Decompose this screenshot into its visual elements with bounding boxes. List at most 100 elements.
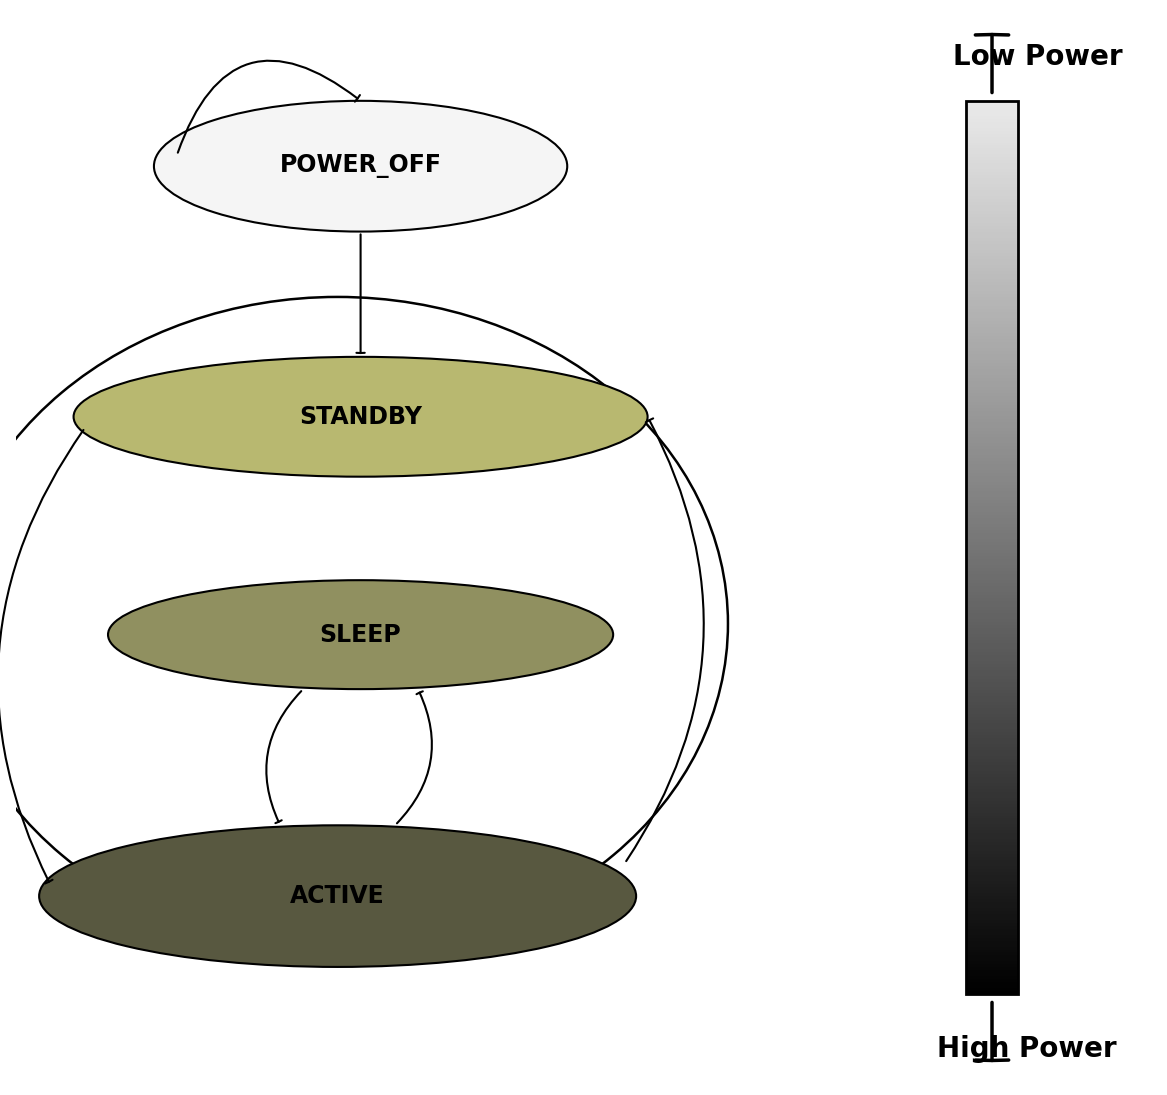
Bar (966, 795, 1018, 797)
Bar (966, 771, 1018, 774)
Bar (966, 458, 1018, 461)
Bar (966, 580, 1018, 584)
Text: Low Power: Low Power (953, 43, 1123, 71)
Bar (966, 447, 1018, 449)
Bar (966, 416, 1018, 419)
Bar (966, 523, 1018, 527)
Bar (966, 494, 1018, 497)
Bar (966, 315, 1018, 319)
Bar (966, 544, 1018, 548)
Bar (966, 639, 1018, 643)
Bar (966, 979, 1018, 982)
Bar (966, 383, 1018, 387)
Bar (966, 330, 1018, 333)
Bar (966, 307, 1018, 309)
Bar (966, 705, 1018, 708)
Bar (966, 717, 1018, 721)
Bar (966, 861, 1018, 863)
Bar (966, 788, 1018, 792)
Bar (966, 762, 1018, 765)
Bar (966, 688, 1018, 691)
Bar (966, 354, 1018, 357)
Bar (966, 291, 1018, 295)
Bar (966, 849, 1018, 851)
Bar (966, 774, 1018, 776)
Bar (966, 348, 1018, 351)
Bar (966, 572, 1018, 574)
Bar (966, 925, 1018, 929)
Bar (966, 321, 1018, 324)
Bar (966, 411, 1018, 414)
Text: POWER_OFF: POWER_OFF (280, 154, 441, 178)
Bar (966, 232, 1018, 234)
Bar (966, 270, 1018, 274)
Bar (966, 729, 1018, 733)
Bar (966, 277, 1018, 279)
Bar (966, 744, 1018, 747)
Bar (966, 669, 1018, 672)
Bar (966, 941, 1018, 944)
Bar (966, 622, 1018, 625)
Bar (966, 255, 1018, 258)
Bar (966, 464, 1018, 468)
Bar (966, 142, 1018, 146)
Bar (966, 560, 1018, 563)
Bar (966, 435, 1018, 437)
Bar (966, 246, 1018, 250)
Bar (966, 664, 1018, 667)
Bar (966, 637, 1018, 639)
Bar (966, 759, 1018, 762)
Bar (966, 568, 1018, 572)
Bar (966, 116, 1018, 118)
Bar (966, 596, 1018, 598)
Bar (966, 336, 1018, 339)
Bar (966, 869, 1018, 872)
Bar (966, 452, 1018, 456)
Bar (966, 366, 1018, 369)
Bar (966, 241, 1018, 244)
Bar (966, 530, 1018, 532)
Bar (966, 691, 1018, 693)
Bar (966, 634, 1018, 637)
Text: STANDBY: STANDBY (299, 405, 422, 429)
Bar (966, 378, 1018, 381)
Bar (966, 440, 1018, 443)
Bar (966, 923, 1018, 925)
Bar (966, 887, 1018, 890)
Bar (966, 890, 1018, 892)
Bar (966, 515, 1018, 518)
Bar (966, 312, 1018, 315)
Bar (966, 362, 1018, 366)
Bar (966, 288, 1018, 291)
Bar (966, 286, 1018, 288)
Bar (966, 776, 1018, 780)
Bar (966, 658, 1018, 660)
Bar (966, 372, 1018, 374)
Bar (966, 339, 1018, 342)
Bar (966, 792, 1018, 795)
Bar (966, 958, 1018, 961)
Bar (966, 800, 1018, 804)
Bar (966, 223, 1018, 226)
Bar (966, 646, 1018, 648)
Bar (966, 953, 1018, 956)
Bar (966, 229, 1018, 232)
Bar (966, 911, 1018, 913)
Bar (966, 226, 1018, 229)
Bar (966, 577, 1018, 580)
Bar (966, 113, 1018, 116)
Bar (966, 991, 1018, 994)
Bar (966, 712, 1018, 714)
Bar (966, 449, 1018, 452)
Bar (966, 476, 1018, 479)
Bar (966, 548, 1018, 551)
Bar (966, 473, 1018, 476)
Bar (966, 535, 1018, 539)
Bar (966, 619, 1018, 622)
Bar (966, 896, 1018, 899)
Ellipse shape (154, 101, 567, 231)
Bar (966, 809, 1018, 812)
Bar (966, 468, 1018, 470)
Bar (966, 768, 1018, 771)
Bar (966, 146, 1018, 149)
